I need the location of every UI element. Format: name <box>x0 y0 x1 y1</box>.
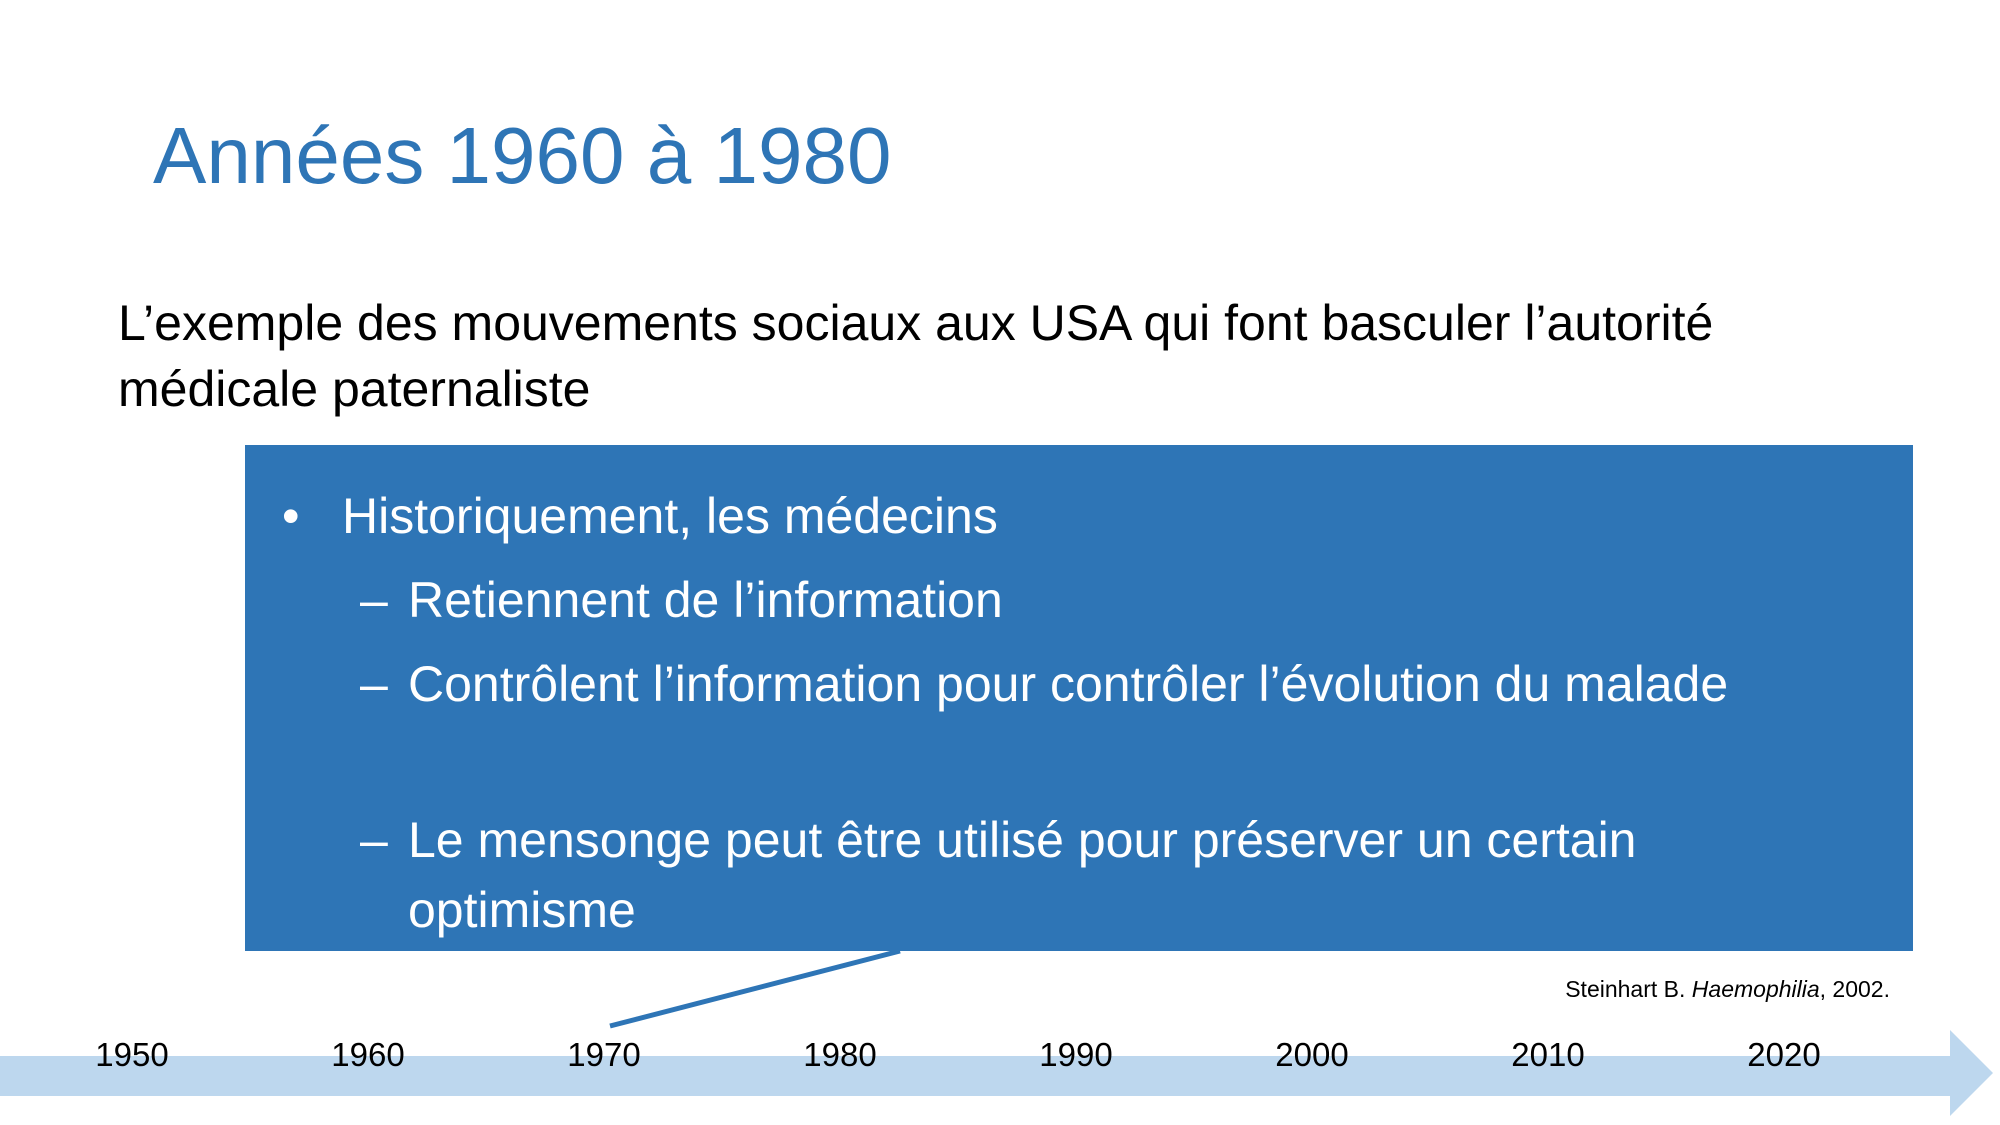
timeline-year: 1980 <box>803 1036 877 1073</box>
sub-item-dash: – <box>360 812 388 868</box>
citation-author: Steinhart B. <box>1565 976 1692 1002</box>
callout-sub-item: – Le mensonge peut être utilisé pour pré… <box>360 805 1800 945</box>
sub-item-text: Retiennent de l’information <box>408 572 1003 628</box>
timeline-year: 2000 <box>1275 1036 1349 1073</box>
timeline-year: 1960 <box>331 1036 405 1073</box>
callout-sub-item: – Retiennent de l’information <box>360 565 1800 635</box>
sub-item-text: Contrôlent l’information pour contrôler … <box>408 656 1729 712</box>
timeline-year: 1990 <box>1039 1036 1113 1073</box>
citation-year: , 2002. <box>1819 976 1890 1002</box>
citation-journal: Haemophilia <box>1691 976 1820 1002</box>
callout-box <box>245 445 1913 951</box>
timeline-year: 1970 <box>567 1036 641 1073</box>
timeline-year: 1950 <box>95 1036 169 1073</box>
sub-item-text: Le mensonge peut être utilisé pour prése… <box>408 812 1637 938</box>
citation: Steinhart B. Haemophilia, 2002. <box>1565 976 1890 1003</box>
slide-subtitle: L’exemple des mouvements sociaux aux USA… <box>118 295 1714 417</box>
sub-item-dash: – <box>360 656 388 712</box>
callout-pointer-line <box>609 948 901 1029</box>
callout-bullet: • Historiquement, les médecins <box>282 486 998 546</box>
timeline-year: 2020 <box>1747 1036 1821 1073</box>
sub-item-dash: – <box>360 572 388 628</box>
timeline-arrow <box>0 1030 1993 1116</box>
timeline-year: 2010 <box>1511 1036 1585 1073</box>
callout-sub-item: – Contrôlent l’information pour contrôle… <box>360 649 1800 719</box>
bullet-dot: • <box>282 488 300 544</box>
slide-title: Années 1960 à 1980 <box>153 111 892 200</box>
bullet-text: Historiquement, les médecins <box>342 488 998 544</box>
